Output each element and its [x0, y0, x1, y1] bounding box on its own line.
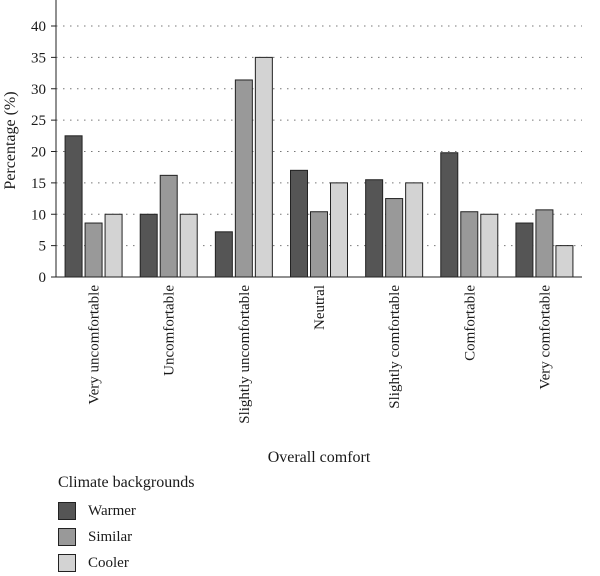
x-tick-label: Uncomfortable: [162, 285, 178, 376]
x-tick-labels: Very uncomfortable Uncomfortable Slightly …: [87, 285, 554, 424]
x-tick-label: Very uncomfortable: [87, 285, 103, 405]
bar-similar: [535, 209, 554, 278]
legend-title: Climate backgrounds: [58, 474, 195, 491]
x-tick-label: Neutral: [312, 285, 328, 330]
bar-similar: [385, 198, 404, 278]
y-tick-label: 10: [31, 207, 46, 223]
bar-cooler: [405, 182, 424, 278]
bar-warmer: [440, 152, 459, 278]
bar-warmer: [64, 135, 83, 278]
bar-warmer: [139, 213, 158, 278]
x-tick-label: Comfortable: [462, 285, 478, 361]
y-tick-label: 15: [31, 176, 46, 192]
y-tick-label: 40: [31, 19, 46, 35]
y-axis-label: Percentage (%): [2, 91, 19, 189]
legend: Climate backgrounds Warmer Similar Coole…: [58, 474, 194, 576]
bar-similar: [84, 222, 103, 278]
bar-cooler: [480, 213, 499, 278]
bar-similar: [159, 174, 178, 278]
bar-warmer: [515, 222, 534, 278]
bar-cooler: [254, 56, 273, 278]
bar-similar: [234, 79, 253, 278]
y-tick-label: 25: [31, 113, 46, 129]
legend-swatch-cooler: [58, 554, 76, 572]
y-tick-label: 30: [31, 82, 46, 98]
bar-similar: [460, 211, 479, 278]
bar-cooler: [555, 245, 574, 278]
x-axis-label: Overall comfort: [268, 449, 371, 466]
x-tick-label: Slightly comfortable: [387, 285, 403, 409]
bars: [64, 56, 574, 278]
y-tick-label: 35: [31, 50, 46, 66]
y-tick-label: 5: [39, 239, 47, 255]
x-tick-label: Slightly uncomfortable: [237, 285, 253, 424]
bar-cooler: [330, 182, 348, 278]
legend-label-similar: Similar: [88, 528, 133, 545]
bar-warmer: [365, 179, 384, 278]
legend-item-similar: Similar: [58, 524, 194, 550]
legend-label-warmer: Warmer: [88, 502, 136, 519]
y-tick-label: 0: [39, 270, 47, 286]
bar-warmer: [214, 231, 233, 278]
legend-item-warmer: Warmer: [58, 498, 194, 524]
bar-similar: [310, 211, 328, 278]
legend-item-cooler: Cooler: [58, 550, 194, 576]
bar-cooler: [104, 213, 123, 278]
y-ticks: 0 5 10 15 20 25 30 35 40: [31, 19, 56, 286]
legend-label-cooler: Cooler: [88, 554, 129, 571]
legend-swatch-similar: [58, 528, 76, 546]
x-tick-label: Very comfortable: [537, 285, 553, 390]
y-tick-label: 20: [31, 145, 46, 161]
bar-cooler: [179, 213, 198, 278]
legend-swatch-warmer: [58, 502, 76, 520]
bar-warmer: [290, 169, 308, 278]
